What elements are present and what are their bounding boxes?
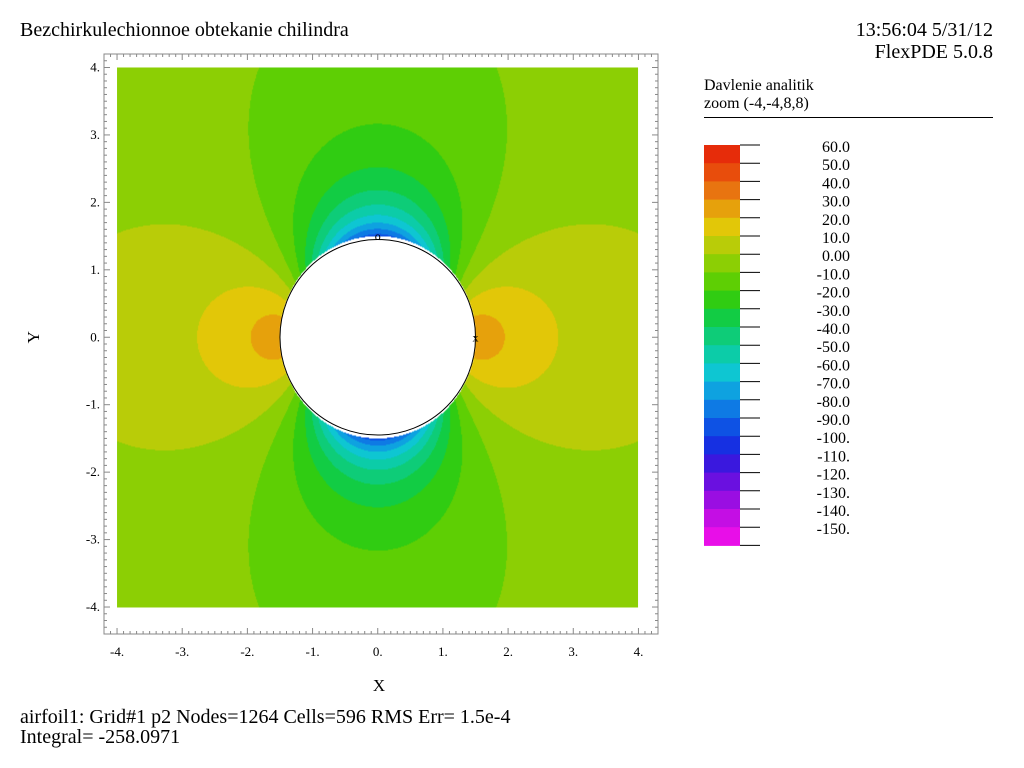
x-tick-label: 4.: [634, 644, 644, 659]
legend-swatch: [704, 363, 740, 383]
x-tick-label: 1.: [438, 644, 448, 659]
legend-header: Davlenie analitik zoom (-4,-4,8,8): [704, 77, 814, 113]
footer-integral: Integral= -258.0971: [20, 726, 181, 748]
legend-swatch: [704, 236, 740, 255]
header-stamp: 13:56:04 5/31/12 FlexPDE 5.0.8: [856, 19, 993, 63]
y-tick-label: 2.: [90, 194, 100, 209]
legend-level-label: -50.0: [817, 339, 850, 356]
y-tick-label: 1.: [90, 262, 100, 277]
legend-swatch: [704, 381, 740, 401]
legend-level-label: -140.: [817, 503, 850, 520]
legend-swatch: [704, 490, 740, 510]
legend-level-label: -130.: [817, 485, 850, 502]
legend-level-label: -40.0: [817, 321, 850, 338]
footer-grid-info: airfoil1: Grid#1 p2 Nodes=1264 Cells=596…: [20, 706, 511, 728]
legend-level-label: 50.0: [822, 157, 850, 174]
marker-0: o: [375, 229, 381, 243]
legend-level-label: 20.0: [822, 212, 850, 229]
y-tick-label: -4.: [86, 599, 100, 614]
legend-swatch: [704, 199, 740, 219]
marker-1: x: [473, 330, 479, 344]
y-tick-label: 4.: [90, 59, 100, 74]
legend-swatch: [704, 181, 740, 201]
legend-swatch: [704, 418, 740, 437]
x-tick-label: -3.: [175, 644, 189, 659]
x-tick-label: -4.: [110, 644, 124, 659]
y-tick-label: -1.: [86, 397, 100, 412]
legend-swatch: [704, 472, 740, 492]
cylinder: [279, 238, 477, 436]
timestamp: 13:56:04 5/31/12: [855, 19, 993, 41]
x-tick-label: -1.: [306, 644, 320, 659]
axes: -4. -3. -2. -1. 0. 1. 2. 3. 4. 4. 3. 2. 1. 0. -1. -2. -3…: [24, 53, 659, 695]
y-tick-label: 0.: [90, 329, 100, 344]
color-legend: 60.050.040.0 30.020.010.00.00-10.0 -20.0-3…: [704, 139, 850, 546]
x-tick-label: 0.: [373, 644, 383, 659]
legend-level-label: -20.0: [817, 285, 850, 302]
y-axis-label: Y: [24, 331, 43, 343]
legend-level-label: -90.0: [817, 412, 850, 429]
x-axis-label: X: [373, 676, 385, 695]
legend-level-label: -80.0: [817, 394, 850, 411]
footer-info: airfoil1: Grid#1 p2 Nodes=1264 Cells=596…: [20, 707, 510, 747]
y-tick-label: -2.: [86, 464, 100, 479]
legend-swatch: [704, 163, 740, 182]
legend-level-label: -70.0: [817, 376, 850, 393]
legend-level-label: -60.0: [817, 357, 850, 374]
chart-title: Bezchirkulechionnoe obtekanie chilindra: [20, 19, 349, 41]
y-tick-label: 3.: [90, 127, 100, 142]
legend-level-label: 10.0: [822, 230, 850, 247]
legend-swatch: [704, 527, 740, 546]
legend-level-label: 40.0: [822, 175, 850, 192]
legend-swatch: [704, 509, 740, 528]
y-tick-label: -3.: [86, 532, 100, 547]
legend-level-label: -120.: [817, 467, 850, 484]
legend-title: Davlenie analitik: [704, 77, 814, 94]
legend-swatch: [704, 327, 740, 346]
software-version: FlexPDE 5.0.8: [874, 41, 993, 63]
legend-swatch: [704, 290, 740, 310]
legend-swatch: [704, 399, 740, 419]
legend-divider: [704, 117, 993, 118]
legend-level-label: -150.: [817, 521, 850, 538]
legend-subtitle: zoom (-4,-4,8,8): [704, 95, 809, 112]
legend-level-label: -110.: [817, 448, 850, 465]
x-tick-label: -2.: [240, 644, 254, 659]
legend-swatch: [704, 272, 740, 292]
legend-level-label: -30.0: [817, 303, 850, 320]
legend-swatch: [704, 217, 740, 237]
plot-area: ox: [117, 67, 639, 608]
legend-swatch: [704, 254, 740, 273]
legend-level-label: -100.: [817, 430, 850, 447]
legend-level-label: 60.0: [822, 139, 850, 156]
legend-swatch: [704, 345, 740, 364]
legend-swatch: [704, 145, 740, 164]
x-tick-label: 3.: [568, 644, 578, 659]
legend-level-label: -10.0: [817, 266, 850, 283]
legend-level-label: 30.0: [822, 194, 850, 211]
legend-swatch: [704, 454, 740, 474]
x-tick-label: 2.: [503, 644, 513, 659]
legend-level-label: 0.00: [822, 248, 850, 265]
legend-swatch: [704, 436, 740, 455]
legend-swatch: [704, 308, 740, 328]
